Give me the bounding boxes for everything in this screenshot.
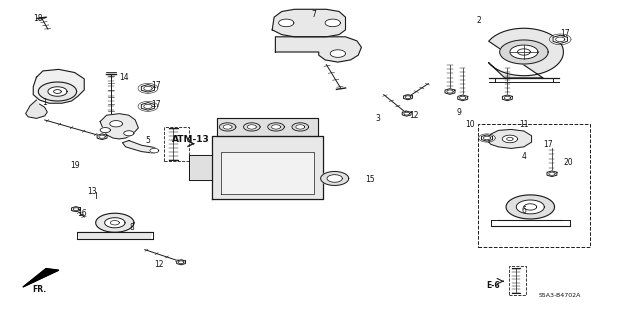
Polygon shape: [500, 40, 548, 64]
Text: 3: 3: [375, 114, 380, 123]
Polygon shape: [100, 128, 110, 133]
Text: 12: 12: [410, 111, 419, 120]
Polygon shape: [141, 103, 155, 110]
Polygon shape: [404, 95, 412, 100]
Polygon shape: [221, 152, 314, 194]
Text: 5: 5: [145, 136, 150, 145]
Polygon shape: [26, 100, 47, 118]
Text: 6: 6: [522, 206, 526, 215]
Polygon shape: [272, 9, 346, 37]
Polygon shape: [325, 19, 340, 27]
Text: FR.: FR.: [33, 285, 47, 294]
Polygon shape: [124, 131, 134, 136]
Text: 17: 17: [543, 140, 553, 149]
Text: 7: 7: [311, 10, 316, 19]
Polygon shape: [223, 125, 232, 129]
Text: 9: 9: [456, 108, 461, 116]
Polygon shape: [220, 123, 236, 131]
Polygon shape: [100, 114, 138, 139]
Polygon shape: [122, 141, 157, 153]
Text: 8: 8: [130, 223, 134, 232]
Text: E-6: E-6: [486, 281, 500, 291]
Polygon shape: [275, 37, 362, 62]
Bar: [478, 124, 589, 248]
Bar: [164, 127, 189, 161]
Polygon shape: [296, 125, 305, 129]
Polygon shape: [141, 85, 155, 92]
Polygon shape: [278, 19, 294, 27]
Polygon shape: [150, 148, 159, 153]
Polygon shape: [553, 35, 568, 43]
Text: 17: 17: [152, 100, 161, 109]
Text: 11: 11: [519, 120, 529, 129]
Polygon shape: [292, 123, 308, 131]
Polygon shape: [247, 125, 256, 129]
Polygon shape: [516, 200, 544, 214]
Polygon shape: [510, 45, 538, 59]
Bar: [509, 266, 527, 295]
Text: 19: 19: [70, 161, 79, 170]
Polygon shape: [268, 123, 284, 131]
Polygon shape: [72, 207, 81, 212]
Polygon shape: [33, 69, 84, 103]
Polygon shape: [78, 232, 152, 239]
Polygon shape: [502, 95, 512, 101]
Text: ATM-13: ATM-13: [172, 135, 210, 144]
Text: 2: 2: [477, 16, 482, 25]
Text: 4: 4: [522, 152, 526, 161]
Text: 10: 10: [465, 120, 474, 129]
Text: 16: 16: [77, 209, 87, 218]
Text: 14: 14: [120, 73, 129, 82]
Polygon shape: [244, 123, 260, 131]
Polygon shape: [109, 121, 122, 127]
Text: 1: 1: [42, 98, 47, 107]
Polygon shape: [330, 50, 346, 57]
Text: 13: 13: [88, 187, 97, 196]
Polygon shape: [271, 125, 280, 129]
Text: 15: 15: [365, 174, 374, 184]
Polygon shape: [458, 95, 468, 101]
Polygon shape: [23, 269, 59, 287]
Polygon shape: [212, 136, 323, 199]
Polygon shape: [547, 171, 557, 177]
Polygon shape: [189, 155, 212, 180]
Polygon shape: [327, 175, 342, 182]
Polygon shape: [502, 135, 518, 143]
Polygon shape: [38, 82, 77, 101]
Polygon shape: [96, 213, 134, 232]
Polygon shape: [445, 89, 455, 94]
Polygon shape: [104, 218, 125, 228]
Polygon shape: [481, 135, 492, 141]
Polygon shape: [403, 111, 411, 116]
Polygon shape: [489, 130, 532, 148]
Polygon shape: [97, 134, 107, 140]
Text: 17: 17: [152, 81, 161, 90]
Polygon shape: [506, 195, 554, 219]
Polygon shape: [217, 118, 318, 136]
Polygon shape: [177, 260, 186, 265]
Text: 20: 20: [564, 158, 573, 167]
Text: 18: 18: [33, 14, 43, 23]
Text: 17: 17: [561, 28, 570, 38]
Polygon shape: [48, 87, 67, 96]
Text: 12: 12: [155, 260, 164, 269]
Polygon shape: [321, 172, 349, 185]
Polygon shape: [489, 28, 563, 78]
Text: S5A3-B4702A: S5A3-B4702A: [539, 293, 581, 298]
